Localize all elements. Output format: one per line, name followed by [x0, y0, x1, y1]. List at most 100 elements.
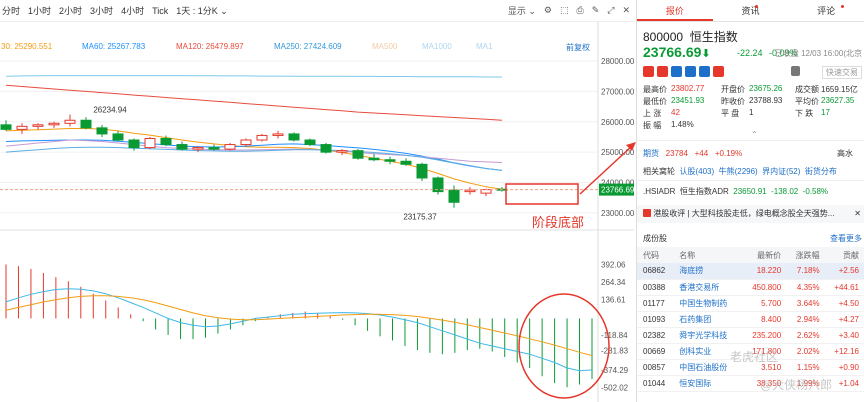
candle-body	[128, 139, 140, 149]
cell-contrib: +4.50	[825, 295, 864, 312]
col-pct[interactable]: 涨跌幅	[787, 247, 826, 263]
warrants-outstanding[interactable]: 街货分布	[804, 167, 837, 176]
chevron-up-icon[interactable]: ⌃	[751, 130, 758, 139]
table-row[interactable]: 00388 香港交易所 450.800 4.35% +44.61	[637, 279, 864, 296]
period-2h[interactable]: 2小时	[59, 6, 83, 16]
panel-tabs: 报价 资讯 评论	[637, 0, 864, 22]
candle-body	[304, 139, 316, 146]
stat-high: 23802.77	[671, 84, 705, 93]
col-name[interactable]: 名称	[673, 247, 743, 263]
news-ticker[interactable]: 港股收评 | 大型科技股走低，绿电概念股全天强势... ✕	[637, 205, 864, 223]
col-price[interactable]: 最新价	[742, 247, 788, 263]
stat-low: 23451.93	[671, 96, 705, 105]
candle-body	[288, 133, 300, 141]
last-price-tag-text: 23766.69	[601, 186, 634, 195]
y-tick-label: 27000.00	[601, 87, 634, 96]
table-row[interactable]: 01177 中国生物制药 5.700 3.64% +4.50	[637, 295, 864, 312]
candle-body	[384, 159, 396, 162]
col-code[interactable]: 代码	[637, 247, 674, 263]
cell-price: 450.800	[742, 279, 788, 296]
table-row[interactable]: 02382 舜宇光学科技 235.200 2.62% +3.40	[637, 327, 864, 344]
tab-comments[interactable]: 评论	[788, 0, 864, 21]
stat-flat: 1	[749, 108, 754, 117]
display-menu[interactable]: 显示 ⌄	[507, 6, 536, 16]
adr-row[interactable]: .HSIADR 恒生指数ADR 23650.91 -138.02 -0.58%	[643, 186, 828, 197]
cell-contrib: +12.16	[825, 343, 864, 360]
note-icon[interactable]	[685, 66, 696, 77]
close-icon[interactable]: ✕	[622, 5, 630, 15]
cell-pct: 2.94%	[787, 311, 826, 328]
period-selector[interactable]: 1天 : 1分K ⌄	[176, 4, 228, 17]
ma60-label: MA60: 25267.783	[82, 42, 146, 51]
table-row[interactable]: 06862 海底捞 18.220 7.18% +2.56	[637, 263, 864, 280]
stat-turnover-label: 成交额	[795, 85, 819, 94]
cell-name: 创科实业	[673, 343, 743, 360]
tab-quote-label: 报价	[665, 6, 684, 16]
period-1h[interactable]: 1小时	[28, 6, 52, 16]
star-icon[interactable]	[643, 66, 654, 77]
cell-contrib: +44.61	[825, 279, 864, 296]
futures-row[interactable]: 期货 23784 +44 +0.19%	[643, 148, 742, 159]
table-row[interactable]: 00669 创科实业 171.800 2.02% +12.16	[637, 343, 864, 360]
toolbar-tools: 显示 ⌄ ⚙ ⬚ ⎙ ✎ ⤢ ✕	[508, 4, 630, 17]
futures-pct: +0.19%	[714, 149, 743, 158]
candle-body	[496, 188, 508, 191]
tab-quote[interactable]: 报价	[637, 0, 713, 21]
settings-icon[interactable]: ⚙	[543, 5, 552, 15]
warrants-title: 相关窝轮	[643, 167, 675, 176]
compare-icon[interactable]	[699, 66, 710, 77]
fullscreen-icon[interactable]: ⤢	[607, 5, 615, 15]
adr-code: .HSIADR	[643, 187, 676, 196]
share-icon[interactable]	[671, 66, 682, 77]
lock-icon[interactable]	[791, 66, 800, 76]
table-row[interactable]: 01044 恒安国际 38.350 1.99% +1.04	[637, 375, 864, 392]
cell-pct: 3.64%	[787, 295, 826, 312]
table-row[interactable]: 00857 中国石油股份 3.510 1.15% +0.90	[637, 359, 864, 376]
macd-tick-label: -374.29	[601, 366, 629, 375]
period-selector-label: 1天 : 1分K	[176, 6, 218, 16]
crop-icon[interactable]: ⬚	[559, 5, 569, 15]
warrants-call[interactable]: 认股(403)	[679, 167, 715, 176]
quote-icons	[643, 66, 724, 77]
last-price: 23766.69⬇	[643, 44, 711, 60]
cell-contrib: +2.56	[825, 263, 864, 280]
adjust-toggle[interactable]: 前复权	[566, 43, 590, 52]
stat-avg: 23627.35	[821, 96, 855, 105]
candlestick-chart[interactable]: 28000.00 27000.00 26000.00 25000.00 24000.00…	[0, 0, 634, 402]
period-3h[interactable]: 3小时	[90, 6, 114, 16]
candle-body	[320, 144, 332, 153]
pen-icon[interactable]: ✎	[591, 5, 600, 15]
close-news-icon[interactable]: ✕	[854, 209, 861, 218]
adr-pct: -0.58%	[802, 187, 829, 196]
period-intraday[interactable]: 分时	[2, 6, 21, 16]
stat-amp-label: 振 幅	[643, 121, 662, 130]
stat-open: 23675.26	[749, 84, 783, 93]
alert-icon[interactable]	[657, 66, 668, 77]
col-contrib[interactable]: 贡献	[825, 247, 864, 263]
stage-bottom-label: 阶段底部	[532, 215, 585, 230]
candle-body	[416, 163, 428, 179]
candle-body	[48, 122, 60, 126]
chart-area[interactable]: 分时 1小时 2小时 3小时 4小时 Tick 1天 : 1分K ⌄ 显示 ⌄ …	[0, 0, 634, 402]
period-4h[interactable]: 4小时	[121, 6, 145, 16]
view-more-link[interactable]: 查看更多	[830, 234, 862, 243]
table-row[interactable]: 01093 石药集团 8.400 2.94% +4.27	[637, 311, 864, 328]
cell-code: 06862	[637, 263, 674, 280]
quick-trade-button[interactable]: 快速交易	[822, 66, 862, 79]
cell-price: 18.220	[742, 263, 788, 280]
warrants-inline[interactable]: 界内证(52)	[762, 167, 801, 176]
constituents-table: 代码 名称 最新价 涨跌幅 贡献 06862 海底捞 18.220 7.18% +2.5…	[637, 247, 864, 392]
cell-code: 00857	[637, 359, 674, 376]
camera-icon[interactable]: ⎙	[576, 5, 584, 15]
stat-flat-label: 平 盘	[721, 109, 740, 118]
heart-icon[interactable]	[713, 66, 724, 77]
stat-prev: 23788.93	[749, 96, 783, 105]
cell-code: 01093	[637, 311, 674, 328]
cell-price: 235.200	[742, 327, 788, 344]
stat-up: 42	[671, 108, 680, 117]
candle-body	[208, 147, 220, 150]
candle-body	[224, 144, 236, 150]
period-tick[interactable]: Tick	[152, 5, 169, 16]
warrants-cbbc[interactable]: 牛熊(2296)	[718, 167, 758, 176]
tab-news[interactable]: 资讯	[713, 0, 789, 21]
